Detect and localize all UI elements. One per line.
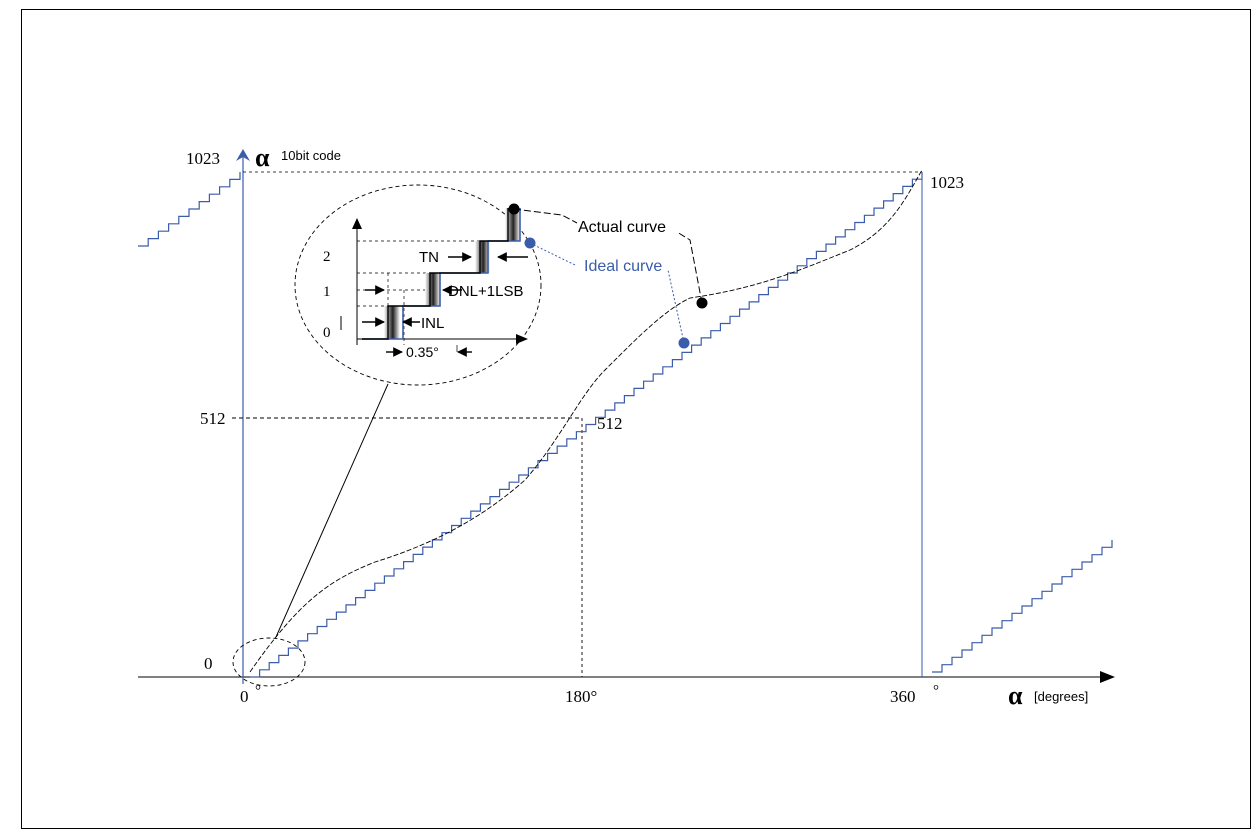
y-tick-512: 512 — [200, 409, 226, 428]
ideal-curve-wrap-right — [932, 540, 1113, 673]
x-tick-360-degree: ° — [933, 683, 939, 699]
zoom-inset-ellipse — [294, 184, 542, 386]
ideal-curve — [250, 172, 923, 678]
point-label-1023: 1023 — [930, 173, 964, 192]
x-tick-360: 360 — [890, 687, 916, 706]
inset-code-1: 1 — [323, 284, 331, 300]
x-tick-0: 0 — [240, 687, 249, 706]
ideal-leader — [667, 269, 685, 344]
zoom-connector — [275, 383, 389, 638]
dnl-label: DNL+1LSB — [448, 283, 523, 300]
transition-band-1 — [425, 273, 440, 306]
actual-curve — [249, 169, 923, 673]
y-axis-arrowhead — [236, 149, 250, 161]
inset-actual-stairs — [362, 208, 509, 340]
actual-curve-label: Actual curve — [578, 219, 666, 236]
ideal-curve-label: Ideal curve — [584, 258, 662, 275]
inset-ideal-leader — [529, 242, 576, 266]
tn-label: TN — [419, 249, 439, 266]
figure-frame — [21, 9, 1251, 829]
x-tick-180: 180° — [565, 687, 597, 706]
x-tick-0-degree: ° — [255, 683, 261, 699]
x-axis-arrowhead — [1100, 671, 1115, 683]
inset-code-2: 2 — [323, 249, 331, 265]
y-axis-symbol: α — [255, 143, 270, 172]
inset-actual-leader — [513, 208, 578, 224]
y-tick-0: 0 — [204, 654, 213, 673]
inset-code-0: 0 — [323, 325, 331, 341]
inset-detail: 2 1 0 TN DNL+1LSB INL 0.35° — [323, 203, 578, 360]
transition-band-2 — [475, 241, 490, 273]
actual-leader — [676, 231, 703, 304]
y-tick-1023: 1023 — [186, 149, 220, 168]
inset-x-arrowhead — [516, 334, 528, 344]
x-axis-unit: [degrees] — [1034, 689, 1088, 704]
x-axis-symbol: α — [1008, 681, 1023, 710]
zoom-source-ellipse — [232, 637, 306, 687]
transition-band-3 — [505, 208, 520, 241]
inset-y-arrowhead — [352, 218, 362, 229]
ideal-curve-wrap-left — [138, 172, 241, 247]
inl-label: INL — [421, 315, 444, 332]
y-axis-unit: 10bit code — [281, 148, 341, 163]
step-label: 0.35° — [406, 344, 439, 360]
point-label-512: 512 — [597, 414, 623, 433]
transition-band-0 — [384, 306, 400, 339]
